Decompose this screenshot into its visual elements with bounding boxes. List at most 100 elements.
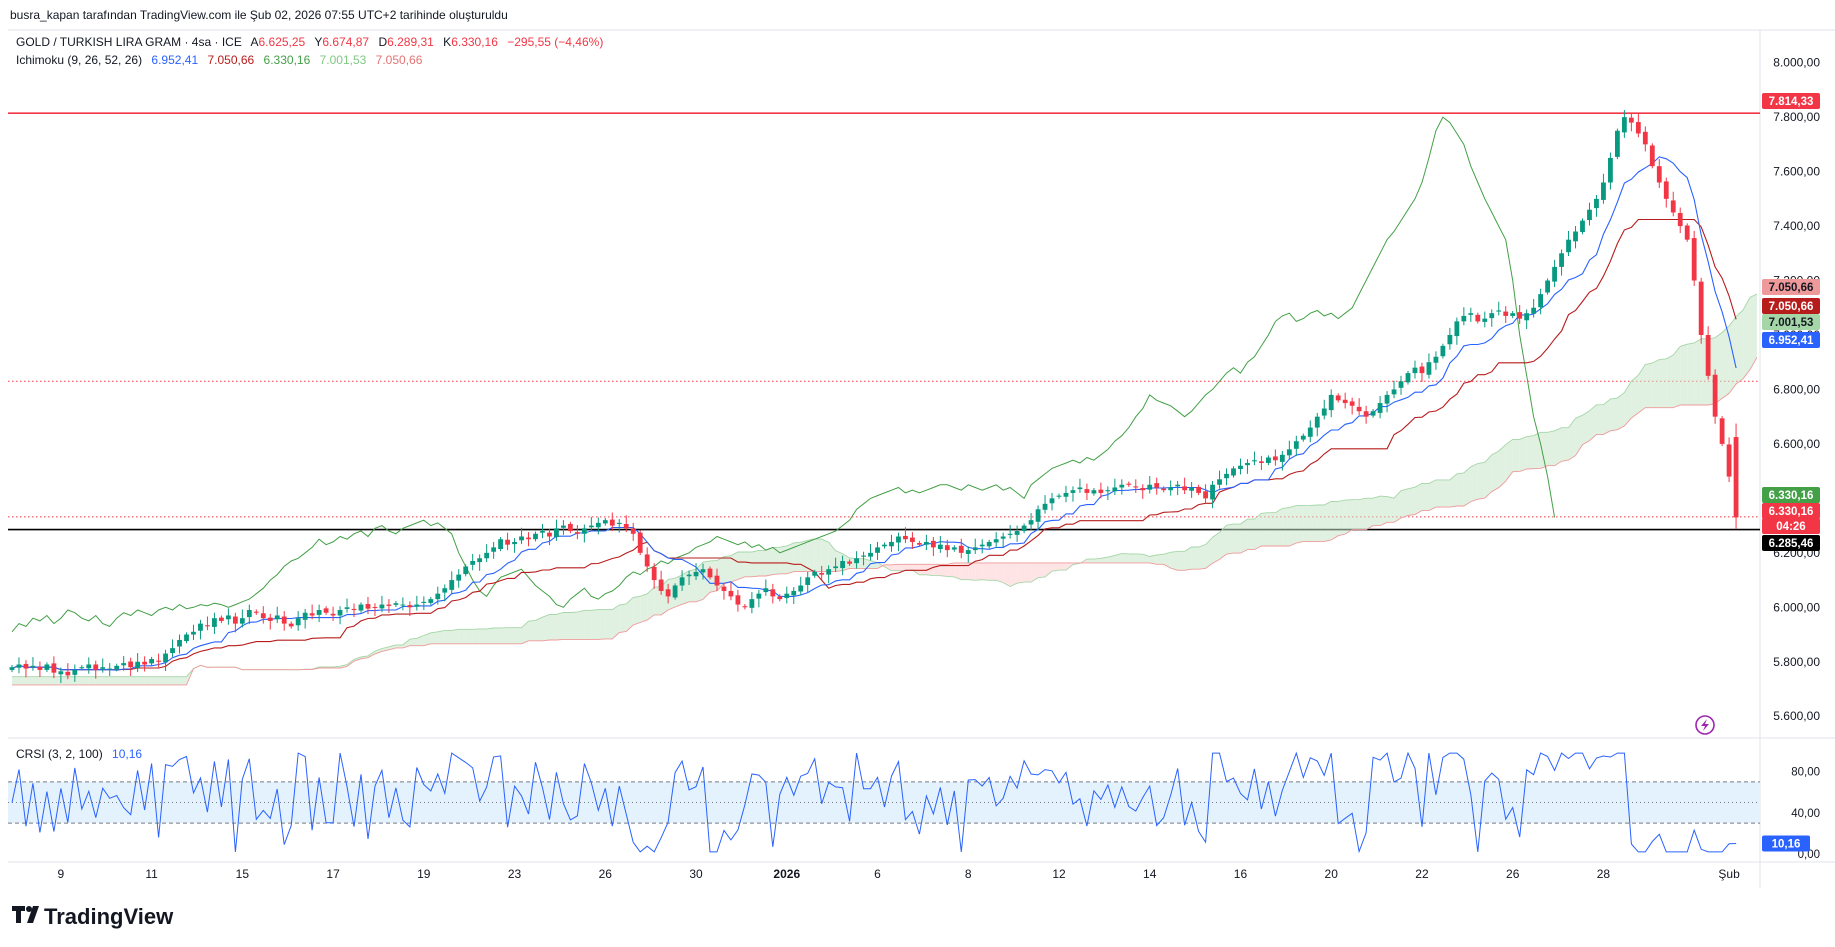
- candle[interactable]: [1384, 391, 1390, 413]
- candle[interactable]: [232, 612, 238, 633]
- candle[interactable]: [847, 559, 852, 566]
- lightning-icon[interactable]: [1695, 715, 1715, 735]
- candle[interactable]: [1231, 466, 1236, 478]
- candle[interactable]: [505, 532, 510, 551]
- candle[interactable]: [993, 532, 999, 548]
- candle[interactable]: [1077, 478, 1083, 493]
- candle[interactable]: [1433, 351, 1439, 370]
- candle[interactable]: [1203, 484, 1208, 504]
- candle[interactable]: [1391, 380, 1397, 399]
- candle[interactable]: [1028, 513, 1034, 530]
- candle[interactable]: [156, 653, 161, 668]
- candle[interactable]: [917, 540, 922, 547]
- candle[interactable]: [1314, 412, 1320, 437]
- candle[interactable]: [253, 609, 259, 615]
- candle[interactable]: [889, 534, 894, 552]
- candle[interactable]: [302, 608, 308, 629]
- candle[interactable]: [1021, 523, 1027, 534]
- candle[interactable]: [1042, 495, 1048, 514]
- candle[interactable]: [1608, 152, 1613, 190]
- candle[interactable]: [561, 520, 566, 535]
- candle[interactable]: [309, 604, 315, 620]
- candle[interactable]: [484, 544, 490, 563]
- candle[interactable]: [588, 516, 594, 532]
- candle[interactable]: [149, 656, 154, 666]
- candle[interactable]: [951, 545, 957, 552]
- candle[interactable]: [1510, 311, 1516, 319]
- candle[interactable]: [1175, 480, 1181, 496]
- candle[interactable]: [1112, 478, 1118, 496]
- candle[interactable]: [784, 586, 790, 604]
- candle[interactable]: [30, 657, 36, 671]
- candle[interactable]: [749, 592, 755, 614]
- candle[interactable]: [463, 564, 469, 577]
- candle[interactable]: [1105, 486, 1111, 501]
- candle[interactable]: [958, 538, 964, 559]
- candle[interactable]: [568, 521, 573, 534]
- candle[interactable]: [1628, 113, 1634, 132]
- candle[interactable]: [456, 569, 462, 588]
- candle[interactable]: [1531, 299, 1537, 318]
- candle[interactable]: [1587, 202, 1592, 226]
- candle[interactable]: [896, 532, 901, 552]
- candle[interactable]: [51, 656, 57, 679]
- candle[interactable]: [72, 664, 78, 682]
- candle[interactable]: [1691, 230, 1697, 286]
- candle[interactable]: [1517, 305, 1523, 325]
- candle[interactable]: [1454, 317, 1460, 345]
- candle[interactable]: [1377, 395, 1383, 419]
- candle[interactable]: [100, 658, 106, 673]
- candle[interactable]: [574, 525, 580, 540]
- candle[interactable]: [965, 546, 971, 563]
- candle[interactable]: [135, 653, 141, 673]
- candle[interactable]: [1279, 450, 1285, 471]
- candle[interactable]: [986, 539, 992, 549]
- candle[interactable]: [239, 609, 245, 628]
- candle[interactable]: [923, 534, 929, 551]
- candle[interactable]: [198, 619, 203, 640]
- candle[interactable]: [1266, 455, 1271, 466]
- candle[interactable]: [121, 656, 127, 671]
- candle[interactable]: [1245, 459, 1250, 474]
- candle[interactable]: [972, 538, 978, 554]
- candle[interactable]: [477, 554, 483, 571]
- candle[interactable]: [107, 663, 113, 676]
- candle[interactable]: [1719, 416, 1725, 447]
- candle[interactable]: [833, 557, 839, 572]
- candle[interactable]: [1147, 476, 1153, 494]
- candle[interactable]: [1684, 223, 1690, 242]
- tradingview-logo[interactable]: TradingView: [12, 904, 174, 929]
- candle[interactable]: [365, 596, 371, 615]
- candle[interactable]: [840, 555, 846, 576]
- candle[interactable]: [526, 532, 531, 547]
- candle[interactable]: [163, 649, 168, 672]
- candle[interactable]: [1663, 177, 1669, 208]
- time-axis[interactable]: 9 11 15 17 19 23 26 30 2026 6 8 12 14 16 20 22 26 28 Şub: [58, 867, 1741, 881]
- candle[interactable]: [1293, 435, 1299, 456]
- candle[interactable]: [9, 665, 15, 673]
- candle[interactable]: [16, 657, 22, 674]
- candle[interactable]: [323, 606, 329, 615]
- candle[interactable]: [260, 606, 266, 624]
- candle[interactable]: [65, 663, 71, 680]
- candle[interactable]: [1642, 126, 1648, 152]
- candle[interactable]: [742, 604, 748, 610]
- candle[interactable]: [1161, 486, 1167, 493]
- candle[interactable]: [372, 603, 378, 617]
- candle[interactable]: [1649, 143, 1655, 169]
- candle[interactable]: [191, 624, 196, 640]
- candle[interactable]: [728, 582, 734, 601]
- candle[interactable]: [1126, 481, 1132, 487]
- candle[interactable]: [1656, 159, 1662, 188]
- candle[interactable]: [805, 571, 811, 593]
- candle[interactable]: [1349, 397, 1355, 415]
- candle[interactable]: [1307, 420, 1313, 443]
- candle[interactable]: [400, 597, 406, 611]
- candle[interactable]: [1524, 309, 1530, 329]
- candle[interactable]: [219, 615, 224, 624]
- candle[interactable]: [770, 583, 776, 604]
- candle[interactable]: [623, 515, 629, 533]
- candle[interactable]: [393, 601, 399, 608]
- candle[interactable]: [1196, 484, 1201, 496]
